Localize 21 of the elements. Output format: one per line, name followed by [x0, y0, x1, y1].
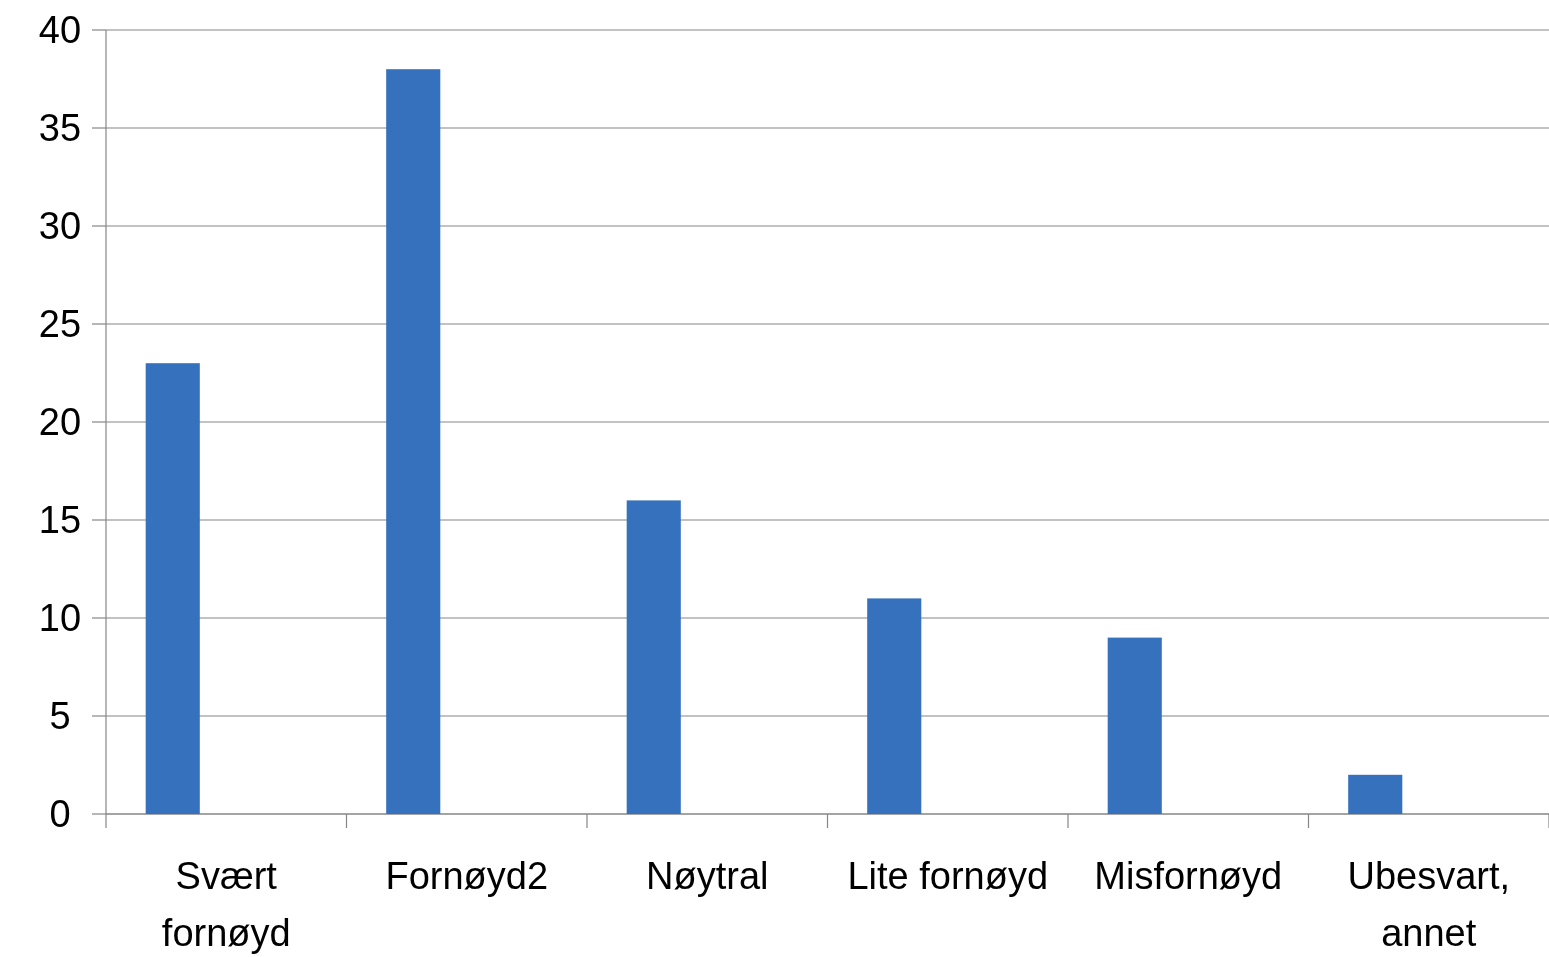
bar [1107, 637, 1162, 814]
y-tick-label: 35 [38, 107, 82, 149]
x-tick-label: Svært fornøyd [161, 855, 291, 954]
x-tick-label: Misfornøyd [1094, 855, 1283, 897]
bar [145, 363, 200, 814]
y-tick-label: 15 [38, 499, 82, 541]
bar [867, 598, 922, 814]
x-tick-label: Nøytral [646, 855, 769, 897]
bar [1348, 774, 1403, 814]
x-tick-label: Lite fornøyd [847, 855, 1049, 897]
y-tick-label: 20 [38, 401, 82, 443]
y-tick-label: 40 [38, 9, 82, 51]
y-tick-label: 10 [38, 597, 82, 639]
y-tick-label: 25 [38, 303, 82, 345]
y-tick-label: 5 [49, 695, 71, 737]
bar [386, 69, 441, 814]
y-tick-label: 0 [49, 793, 71, 835]
x-tick-label: Fornøyd2 [385, 855, 549, 897]
y-tick-label: 30 [38, 205, 82, 247]
x-tick-label: Ubesvart, annet [1347, 855, 1511, 954]
bar [626, 500, 681, 814]
